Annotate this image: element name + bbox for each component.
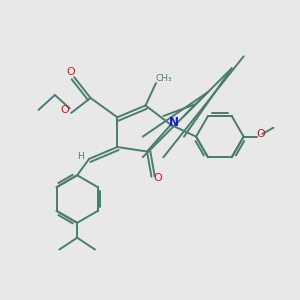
Text: O: O	[60, 106, 69, 116]
Text: CH₃: CH₃	[156, 74, 172, 83]
Text: O: O	[66, 67, 75, 77]
Text: O: O	[256, 129, 265, 139]
Text: H: H	[77, 152, 84, 161]
Text: N: N	[169, 116, 179, 129]
Text: O: O	[154, 173, 162, 183]
